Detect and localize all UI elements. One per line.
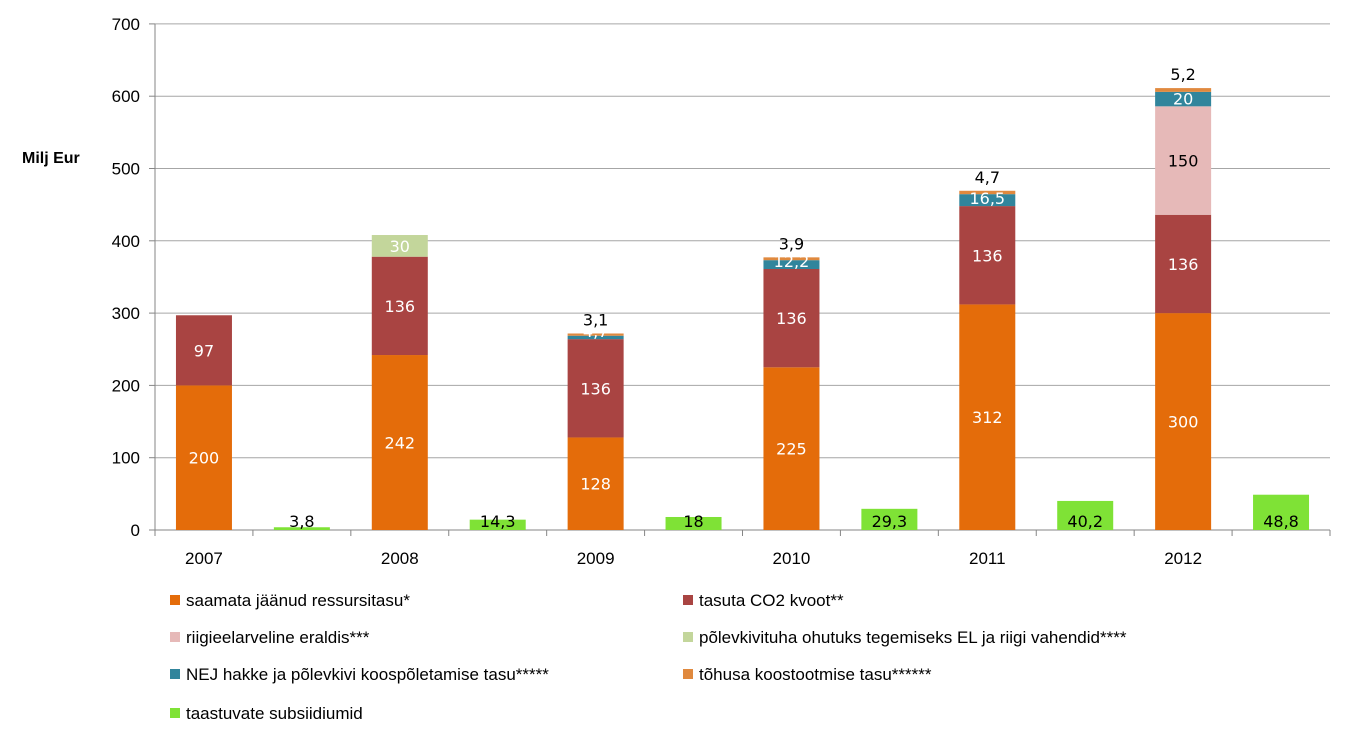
data-label: 3,9	[779, 234, 804, 253]
data-label: 48,8	[1263, 512, 1299, 531]
bar-segment-nej	[1155, 91, 1212, 107]
y-axis-label: Milj Eur	[22, 150, 80, 167]
bar-segment-ressurss	[567, 437, 624, 530]
bar-segment-ressurss	[1155, 313, 1212, 530]
data-label: 4,7	[583, 322, 608, 341]
bar-segment-polevkivituha	[371, 235, 428, 257]
data-labels: 20097242136301281364,73,122513612,23,931…	[189, 65, 1299, 531]
y-tick-label: 600	[112, 87, 140, 106]
y-tick-label: 0	[131, 521, 140, 540]
bar-segment-tohusa	[959, 190, 1016, 195]
bar-taastuvad	[1253, 494, 1310, 530]
bar-segment-nej	[567, 335, 624, 340]
data-label: 16,5	[969, 189, 1005, 208]
grid-lines	[155, 23, 1330, 531]
x-tick-label: 2011	[969, 549, 1006, 568]
legend-label: tasuta CO2 kvoot**	[699, 591, 844, 610]
data-label: 300	[1168, 413, 1199, 432]
bar-segment-nej	[959, 194, 1016, 207]
y-tick-label: 300	[112, 304, 140, 323]
legend-label: saamata jäänud ressursitasu*	[186, 591, 410, 610]
bars	[175, 88, 1310, 530]
legend: saamata jäänud ressursitasu* tasuta CO2 k…	[170, 591, 1127, 723]
data-label: 5,2	[1170, 65, 1195, 84]
legend-label: taastuvate subsiidiumid	[186, 704, 363, 723]
bar-segment-co2	[371, 256, 428, 356]
legend-swatch	[683, 595, 693, 605]
bar-segment-tohusa	[1155, 88, 1212, 92]
legend-swatch	[170, 708, 180, 718]
legend-swatch	[683, 669, 693, 679]
data-label: 40,2	[1067, 512, 1103, 531]
data-label: 150	[1168, 152, 1199, 171]
x-tick-label: 2009	[577, 549, 615, 568]
bar-taastuvad	[469, 519, 526, 530]
data-label: 29,3	[872, 512, 908, 531]
bar-segment-co2	[763, 268, 820, 368]
data-label: 136	[776, 309, 807, 328]
legend-label: tõhusa koostootmise tasu******	[699, 665, 932, 684]
x-tick-label: 2012	[1164, 549, 1202, 568]
y-tick-label: 100	[112, 449, 140, 468]
legend-swatch	[683, 632, 693, 642]
data-label: 136	[972, 246, 1003, 265]
data-label: 200	[189, 449, 220, 468]
x-tick-label: 2007	[185, 549, 223, 568]
legend-swatch	[170, 669, 180, 679]
y-tick-label: 500	[112, 160, 140, 179]
y-tick-label: 400	[112, 232, 140, 251]
bar-segment-nej	[763, 260, 820, 269]
bar-segment-ressurss	[763, 367, 820, 530]
y-tick-label: 200	[112, 376, 140, 395]
bar-segment-co2	[567, 339, 624, 438]
data-label: 3,1	[583, 310, 608, 329]
data-label: 136	[580, 379, 611, 398]
bar-taastuvad	[861, 508, 918, 530]
data-label: 14,3	[480, 512, 516, 531]
bar-segment-ressurss	[371, 355, 428, 530]
bar-taastuvad	[665, 516, 722, 530]
data-label: 128	[580, 475, 611, 494]
data-label: 97	[194, 341, 214, 360]
y-tick-label: 700	[112, 15, 140, 34]
data-label: 242	[385, 434, 416, 453]
data-label: 4,7	[975, 168, 1000, 187]
y-axis: 0 100 200 300 400 500 600 700	[112, 15, 156, 540]
data-label: 12,2	[774, 252, 810, 271]
bar-taastuvad	[1057, 500, 1114, 530]
data-label: 312	[972, 408, 1003, 427]
data-label: 225	[776, 440, 807, 459]
bar-segment-co2	[959, 206, 1016, 305]
legend-label: NEJ hakke ja põlevkivi koospõletamise ta…	[186, 665, 549, 684]
bar-segment-co2	[1155, 214, 1212, 314]
bar-segment-ressurss	[175, 385, 232, 530]
legend-label: põlevkivituha ohutuks tegemiseks EL ja r…	[699, 628, 1127, 647]
legend-swatch	[170, 632, 180, 642]
data-label: 20	[1173, 89, 1193, 108]
bar-segment-ressurss	[959, 304, 1016, 530]
data-label: 3,8	[289, 512, 314, 531]
legend-label: riigieelarveline eraldis***	[186, 628, 370, 647]
bar-taastuvad	[273, 527, 330, 530]
data-label: 136	[385, 297, 416, 316]
data-label: 136	[1168, 255, 1199, 274]
x-tick-label: 2010	[773, 549, 811, 568]
data-label: 30	[390, 237, 410, 256]
bar-segment-riigi	[1155, 106, 1212, 215]
bar-segment-co2	[175, 315, 232, 386]
x-axis: 2007 2008 2009 2010 2011 2012	[154, 530, 1331, 568]
bar-segment-tohusa	[763, 257, 820, 261]
x-tick-label: 2008	[381, 549, 419, 568]
legend-swatch	[170, 595, 180, 605]
data-label: 18	[683, 512, 703, 531]
bar-segment-tohusa	[567, 333, 624, 336]
